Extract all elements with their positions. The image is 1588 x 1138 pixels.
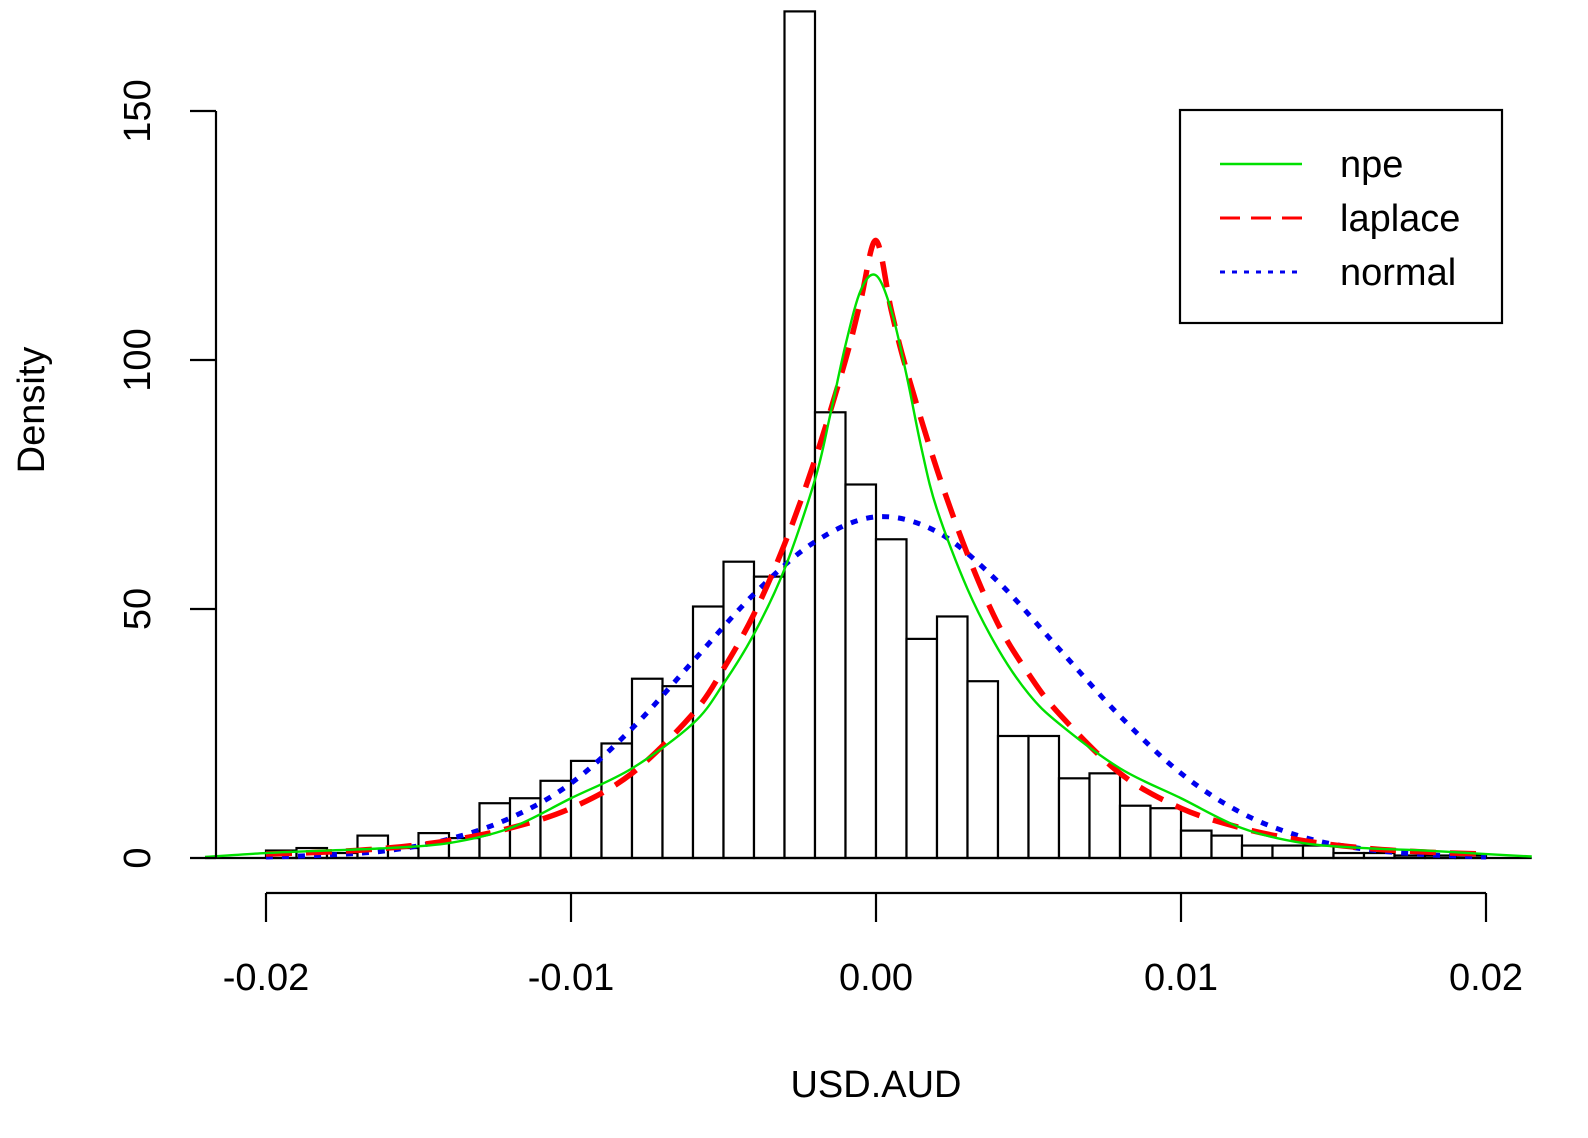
histogram-bar (1301, 844, 1335, 860)
y-tick-label: 0 (117, 847, 159, 868)
y-tick-label: 50 (117, 588, 159, 630)
legend-items: npe laplace normal (1220, 144, 1460, 294)
histogram-bar (1179, 829, 1213, 860)
legend: npe laplace normal (1178, 108, 1504, 325)
y-axis-label: Density (11, 347, 53, 474)
x-ticks: -0.02 -0.01 0.00 0.01 0.02 (223, 893, 1523, 999)
y-tick-label: 150 (117, 79, 159, 142)
histogram-bar (935, 615, 969, 860)
histogram-bar (630, 677, 664, 860)
histogram-bar (844, 483, 878, 860)
x-tick-label: 0.01 (1144, 957, 1218, 999)
legend-label-normal: normal (1340, 252, 1456, 294)
histogram-bar (600, 742, 634, 860)
histogram-bar (722, 560, 756, 860)
y-ticks: 0 50 100 150 (117, 79, 216, 869)
histogram-bar (1240, 844, 1274, 860)
density-curves (204, 237, 1532, 860)
legend-label-npe: npe (1340, 144, 1403, 186)
histogram-bar (966, 680, 1000, 860)
histogram-bar (1088, 772, 1122, 860)
histogram-bars (205, 10, 1532, 860)
legend-label-laplace: laplace (1340, 198, 1460, 240)
histogram-bar (569, 759, 603, 860)
histogram-bar (905, 637, 939, 860)
x-tick-label: -0.01 (528, 957, 615, 999)
histogram-bar (813, 411, 847, 860)
histogram-bar (1118, 804, 1152, 860)
histogram-bar (661, 685, 695, 860)
histogram-bar (1027, 734, 1061, 860)
series-line-normal (265, 514, 1487, 860)
histogram-bar (1271, 844, 1305, 860)
histogram-bar (1149, 807, 1183, 860)
x-axis-label: USD.AUD (790, 1064, 961, 1106)
histogram-bar (691, 605, 725, 860)
x-tick-label: -0.02 (223, 957, 310, 999)
histogram-bar (996, 734, 1030, 860)
histogram-bar (1057, 777, 1091, 860)
histogram-bar (874, 538, 908, 860)
histogram-bar (783, 10, 817, 860)
x-tick-label: 0.02 (1449, 957, 1523, 999)
y-axis: 0 50 100 150 (117, 79, 218, 869)
series-line-npe (204, 273, 1532, 859)
x-axis: -0.02 -0.01 0.00 0.01 0.02 (223, 891, 1523, 999)
y-tick-label: 100 (117, 328, 159, 391)
histogram-bar (752, 575, 786, 860)
histogram-bar (1210, 834, 1244, 860)
x-tick-label: 0.00 (839, 957, 913, 999)
series-line-laplace (265, 237, 1487, 857)
